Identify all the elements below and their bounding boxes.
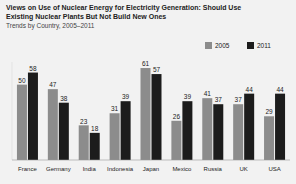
bar xyxy=(141,68,151,160)
x-tick-label: India xyxy=(83,166,97,172)
data-label: 58 xyxy=(29,65,37,72)
data-label: 31 xyxy=(111,105,119,112)
bar xyxy=(48,89,58,160)
bar xyxy=(233,104,243,160)
data-label: 47 xyxy=(49,81,57,88)
bar xyxy=(17,85,27,160)
baseline xyxy=(12,160,290,161)
legend-swatch xyxy=(247,42,254,49)
subtitle: Trends by Country, 2005–2011 xyxy=(6,22,94,29)
bar xyxy=(152,74,162,160)
bar xyxy=(28,73,38,160)
x-tick-label: Japan xyxy=(143,166,159,172)
data-label: 44 xyxy=(276,86,284,93)
bar xyxy=(59,103,69,160)
data-label: 29 xyxy=(265,108,273,115)
legend-label: 2005 xyxy=(215,42,230,49)
data-label: 41 xyxy=(204,90,212,97)
data-label: 26 xyxy=(173,113,181,120)
legend-swatch xyxy=(205,42,212,49)
title: Views on Use of Nuclear Energy for Elect… xyxy=(6,4,244,21)
x-tick-label: USA xyxy=(268,166,280,172)
bar xyxy=(275,94,285,160)
data-label: 44 xyxy=(246,86,254,93)
bar xyxy=(264,116,274,160)
data-label: 18 xyxy=(91,125,99,132)
bar xyxy=(171,121,181,160)
bars xyxy=(17,68,285,160)
bar xyxy=(110,113,120,160)
y-axis-line xyxy=(12,62,13,160)
data-label: 61 xyxy=(142,60,150,67)
bar xyxy=(213,104,223,160)
data-label: 39 xyxy=(122,93,130,100)
bar xyxy=(244,94,254,160)
chart-container: Views on Use of Nuclear Energy for Elect… xyxy=(0,0,296,184)
data-label: 50 xyxy=(18,77,26,84)
x-tick-label: Mexico xyxy=(172,166,192,172)
data-label: 23 xyxy=(80,118,88,125)
bar xyxy=(121,101,131,160)
bar xyxy=(202,98,212,160)
x-tick-label: France xyxy=(18,166,37,172)
x-tick-label: Russia xyxy=(204,166,223,172)
chart-svg: 5058France4738Germany2318India3139Indone… xyxy=(0,0,296,184)
data-label: 37 xyxy=(235,96,243,103)
legend-label: 2011 xyxy=(257,42,271,49)
x-tick-label: Indonesia xyxy=(107,166,134,172)
data-label: 57 xyxy=(153,66,161,73)
data-label: 39 xyxy=(184,93,192,100)
bar xyxy=(79,125,89,160)
data-label: 37 xyxy=(215,96,223,103)
x-tick-label: Germany xyxy=(46,166,71,172)
data-label: 38 xyxy=(60,95,68,102)
bar xyxy=(90,133,100,160)
x-tick-label: UK xyxy=(239,166,247,172)
bar xyxy=(182,101,192,160)
